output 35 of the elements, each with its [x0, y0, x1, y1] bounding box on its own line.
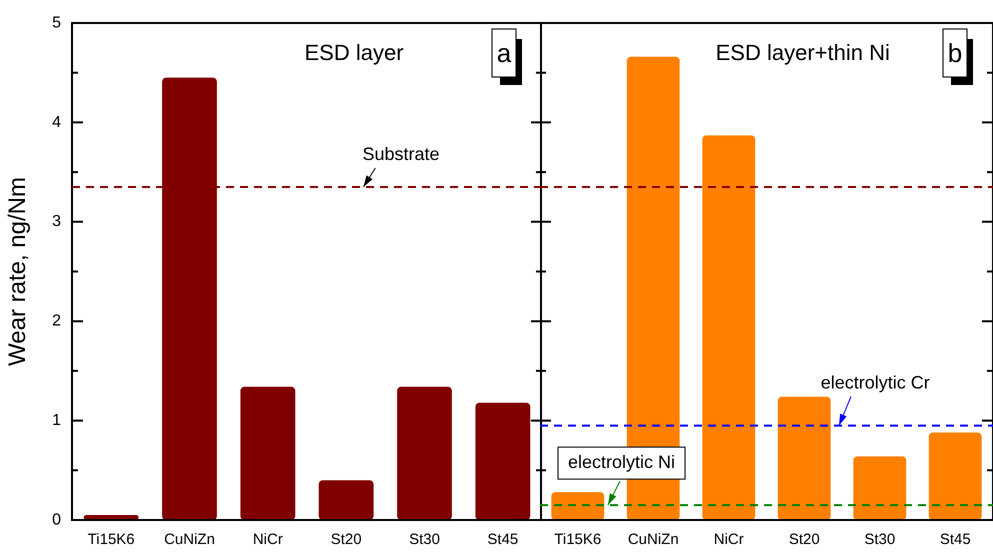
ref-line-label: electrolytic Ni: [568, 452, 676, 472]
y-tick-label: 1: [52, 412, 62, 430]
text: ESD layer+thin Ni: [716, 40, 890, 66]
x-tick-label: Ti15K6: [88, 531, 135, 548]
y-tick-label: 5: [52, 14, 62, 32]
y-axis-title: Wear rate, ng/Nm: [4, 177, 32, 366]
bar: [702, 135, 756, 520]
text: ESD layer: [304, 40, 404, 66]
x-tick-label: NiCr: [714, 531, 744, 548]
ref-line-label: Substrate: [362, 144, 440, 164]
bar: [853, 456, 906, 520]
y-tick-label: 4: [52, 114, 62, 131]
x-tick-label: CuNiZn: [628, 531, 679, 548]
x-tick-label: St30: [864, 531, 896, 548]
x-tick-label: St30: [409, 531, 440, 548]
x-tick-label: St45: [940, 531, 971, 548]
x-tick-label: NiCr: [252, 531, 283, 548]
bar: [928, 432, 982, 520]
ref-line-label: electrolytic Cr: [820, 372, 930, 393]
x-tick-label: St45: [487, 531, 518, 548]
x-tick-label: St20: [330, 531, 362, 548]
x-tick-label: CuNiZn: [164, 531, 215, 548]
bar: [551, 492, 604, 520]
x-tick-label: Ti15K6: [554, 531, 602, 548]
bar: [318, 480, 374, 520]
annotation: a: [496, 38, 512, 68]
x-tick-label: St20: [788, 531, 820, 548]
y-tick-label: 3: [52, 213, 62, 230]
bar: [475, 402, 530, 520]
annotation: b: [948, 38, 962, 68]
bar: [240, 386, 296, 520]
bar: [778, 396, 831, 520]
y-tick-label: 0: [52, 511, 62, 528]
bar: [397, 386, 452, 520]
y-tick-label: 2: [52, 312, 62, 330]
